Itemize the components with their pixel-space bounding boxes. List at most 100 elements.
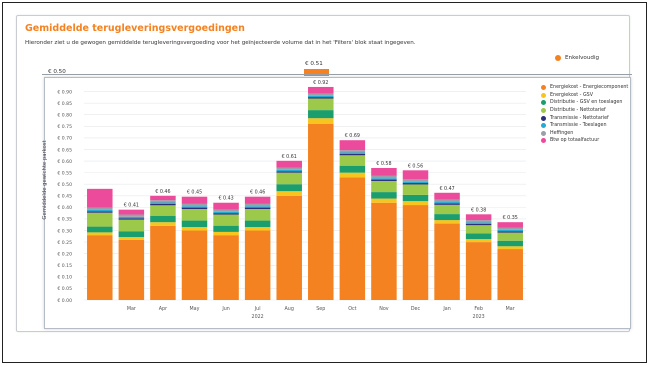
bar-segment[interactable]	[150, 200, 176, 203]
bar-segment[interactable]	[150, 195, 176, 201]
bar-segment[interactable]	[339, 172, 366, 178]
bar-segment[interactable]	[339, 152, 366, 154]
bar-segment[interactable]	[181, 196, 208, 204]
bar-segment[interactable]	[434, 203, 460, 205]
bar-segment[interactable]	[339, 153, 366, 156]
bar-segment[interactable]	[87, 232, 113, 236]
bar-segment[interactable]	[118, 231, 145, 238]
bar-segment[interactable]	[402, 205, 429, 300]
bar-segment[interactable]	[371, 168, 397, 176]
bar-segment[interactable]	[244, 203, 271, 207]
bar-segment[interactable]	[118, 209, 145, 215]
bar-segment[interactable]	[497, 240, 523, 247]
legend-item[interactable]: Btw op totaalfactuur	[541, 137, 628, 145]
bar-segment[interactable]	[308, 95, 334, 98]
bar-segment[interactable]	[402, 194, 429, 202]
bar-segment[interactable]	[434, 214, 460, 221]
bar-segment[interactable]	[308, 124, 334, 300]
bar-segment[interactable]	[308, 118, 334, 124]
bar-segment[interactable]	[118, 214, 145, 217]
bar-segment[interactable]	[213, 209, 239, 212]
bar-segment[interactable]	[434, 223, 460, 300]
bar-segment[interactable]	[213, 235, 239, 300]
bar-segment[interactable]	[87, 209, 113, 212]
bar-segment[interactable]	[465, 242, 492, 300]
bar-segment[interactable]	[465, 223, 492, 226]
bar-segment[interactable]	[276, 172, 302, 185]
bar-segment[interactable]	[118, 237, 145, 240]
bar-segment[interactable]	[308, 98, 334, 111]
bar-segment[interactable]	[339, 165, 366, 173]
bar-segment[interactable]	[181, 230, 208, 300]
bar-segment[interactable]	[150, 203, 176, 206]
bar-segment[interactable]	[402, 183, 429, 185]
legend-item[interactable]: Heffingen	[541, 130, 628, 138]
bar-segment[interactable]	[497, 227, 523, 230]
bar-segment[interactable]	[244, 208, 271, 221]
background-bar[interactable]	[304, 69, 329, 76]
bar-segment[interactable]	[371, 202, 397, 300]
bar-segment[interactable]	[402, 179, 429, 182]
bar-segment[interactable]	[465, 233, 492, 240]
bar-segment[interactable]	[308, 93, 334, 96]
bar-segment[interactable]	[181, 207, 208, 209]
bar-segment[interactable]	[87, 188, 113, 208]
bar-segment[interactable]	[497, 229, 523, 232]
bar-segment[interactable]	[244, 220, 271, 228]
bar-segment[interactable]	[181, 220, 208, 228]
bar-segment[interactable]	[213, 231, 239, 236]
bar-segment[interactable]	[371, 198, 397, 203]
bar-segment[interactable]	[497, 222, 523, 228]
bar-segment[interactable]	[87, 226, 113, 233]
bar-segment[interactable]	[181, 227, 208, 231]
bar-segment[interactable]	[276, 160, 302, 168]
bar-segment[interactable]	[244, 230, 271, 300]
bar-segment[interactable]	[276, 184, 302, 192]
legend-item[interactable]: Distributie - Nettotarief	[541, 107, 628, 115]
bar-segment[interactable]	[465, 239, 492, 243]
bar-segment[interactable]	[276, 191, 302, 196]
bar-segment[interactable]	[465, 220, 492, 223]
bar-segment[interactable]	[339, 155, 366, 166]
bar-segment[interactable]	[371, 178, 397, 180]
bar-segment[interactable]	[244, 196, 271, 204]
bar-segment[interactable]	[181, 206, 208, 208]
bar-segment[interactable]	[339, 177, 366, 300]
bar-segment[interactable]	[118, 218, 145, 220]
bar-segment[interactable]	[150, 215, 176, 223]
bar-segment[interactable]	[244, 206, 271, 208]
bar-segment[interactable]	[371, 179, 397, 181]
bar-segment[interactable]	[150, 202, 176, 204]
bar-segment[interactable]	[465, 214, 492, 221]
legend-item[interactable]: Energiekost - Energiecomponent	[541, 84, 628, 92]
bar-segment[interactable]	[244, 207, 271, 209]
bar-segment[interactable]	[276, 167, 302, 170]
legend-item[interactable]: Distributie - GSV en toeslagen	[541, 99, 628, 107]
bar-segment[interactable]	[465, 222, 492, 224]
bar-segment[interactable]	[465, 225, 492, 234]
bar-segment[interactable]	[434, 204, 460, 215]
bar-segment[interactable]	[150, 225, 176, 300]
bar-segment[interactable]	[181, 203, 208, 207]
bar-segment[interactable]	[87, 212, 113, 227]
bar-segment[interactable]	[276, 171, 302, 173]
bar-segment[interactable]	[371, 192, 397, 199]
bar-segment[interactable]	[371, 180, 397, 193]
bar-segment[interactable]	[371, 175, 397, 179]
bar-segment[interactable]	[213, 214, 239, 226]
bar-segment[interactable]	[497, 246, 523, 250]
bar-segment[interactable]	[402, 181, 429, 184]
bar-segment[interactable]	[213, 213, 239, 215]
bar-segment[interactable]	[402, 170, 429, 180]
bar-segment[interactable]	[497, 231, 523, 233]
legend-item[interactable]: Transmissie - Nettotarief	[541, 114, 628, 122]
bar-segment[interactable]	[276, 169, 302, 172]
bar-segment[interactable]	[150, 205, 176, 216]
bar-segment[interactable]	[87, 207, 113, 210]
bar-segment[interactable]	[402, 184, 429, 195]
legend-item[interactable]: Energiekost - GSV	[541, 92, 628, 100]
bar-segment[interactable]	[181, 208, 208, 221]
bar-segment[interactable]	[497, 232, 523, 241]
bar-segment[interactable]	[87, 235, 113, 300]
bar-segment[interactable]	[308, 110, 334, 119]
